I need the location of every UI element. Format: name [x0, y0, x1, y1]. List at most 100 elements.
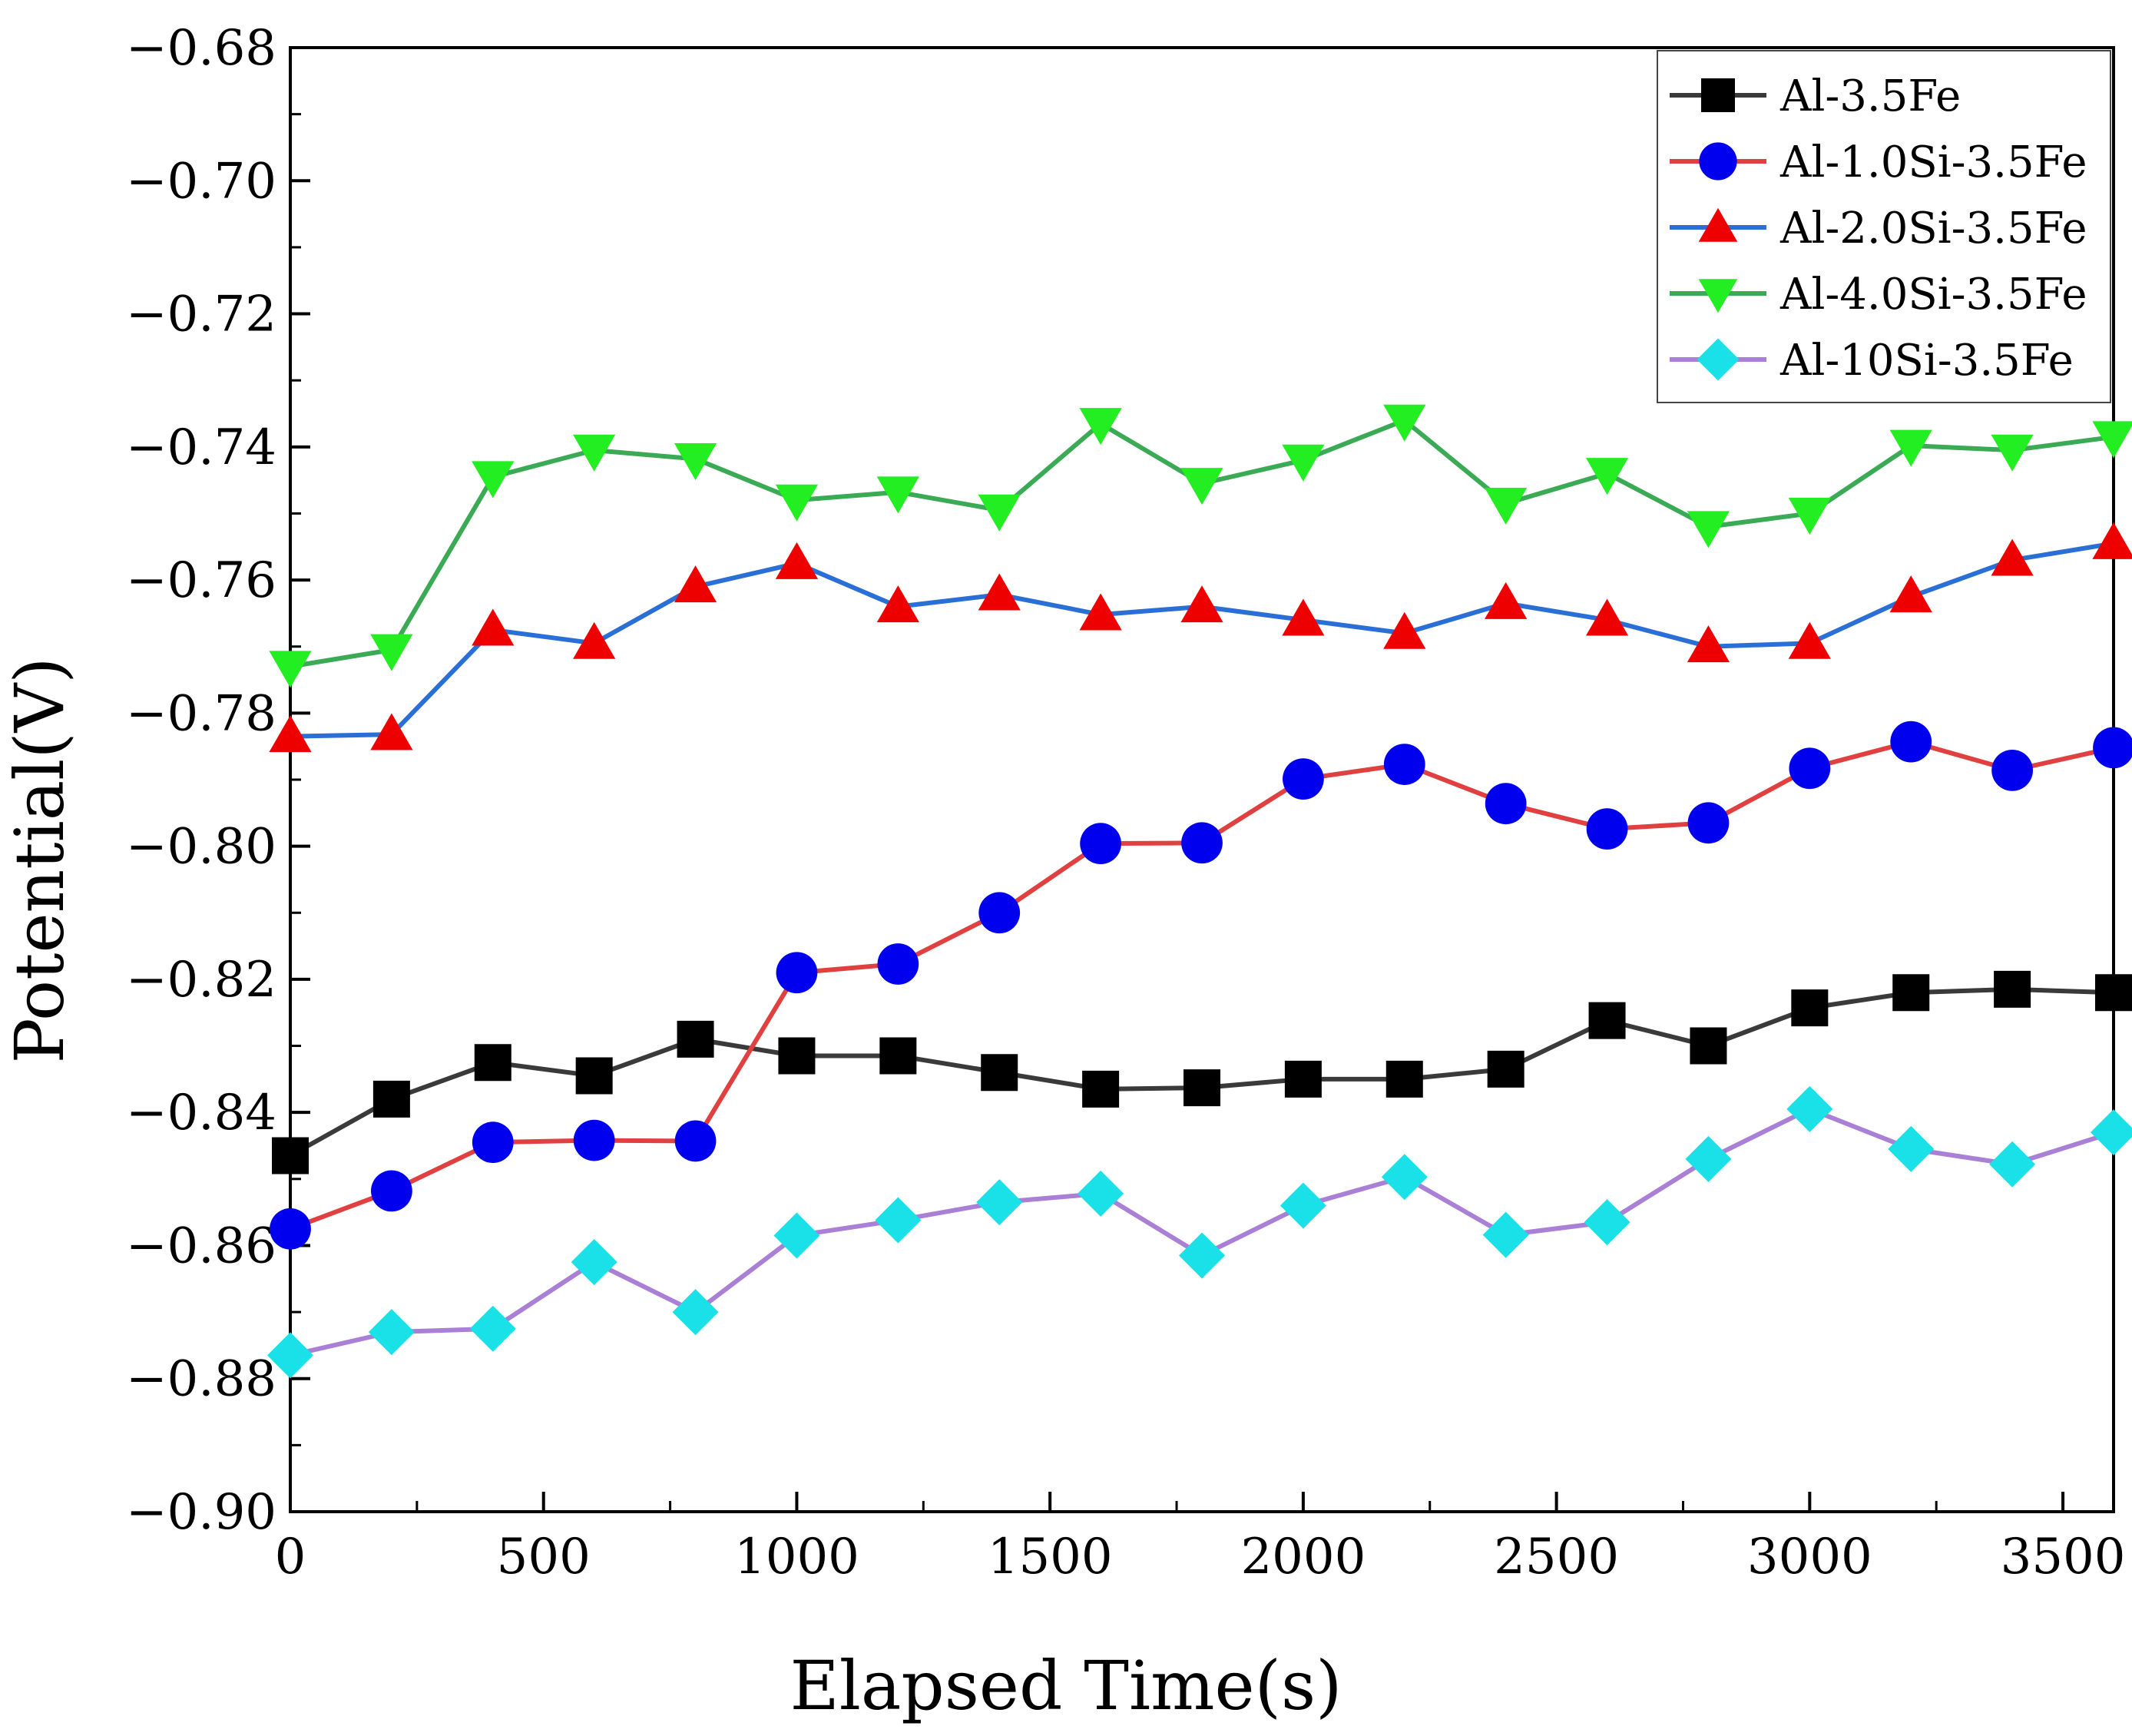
- data-point: [978, 494, 1021, 532]
- data-point: [1280, 1182, 1326, 1229]
- x-tick-label: 2000: [1240, 1529, 1366, 1585]
- series-al-1-0si-3-5fe: [270, 721, 2132, 1250]
- data-point: [876, 476, 919, 514]
- data-point: [370, 713, 413, 750]
- y-tick-label: −0.72: [126, 287, 276, 343]
- y-tick-label: −0.90: [126, 1484, 276, 1541]
- legend-marker: [1698, 207, 1738, 242]
- x-tick-label: 500: [497, 1529, 591, 1585]
- data-point: [1586, 808, 1628, 850]
- data-point: [270, 1208, 311, 1250]
- legend-marker: [1697, 338, 1740, 381]
- data-point: [472, 608, 515, 646]
- data-point: [2092, 421, 2132, 459]
- data-point: [1989, 1141, 2036, 1188]
- axis-titles: Elapsed Time(s) Potential(V): [0, 657, 1342, 1725]
- legend-item: Al-2.0Si-3.5Fe: [1670, 204, 2087, 253]
- data-point: [1588, 1002, 1626, 1039]
- data-point: [875, 1197, 922, 1244]
- x-tick-label: 1000: [734, 1529, 859, 1585]
- legend-marker: [1699, 142, 1737, 181]
- data-point: [1487, 1050, 1525, 1088]
- x-axis-title: Elapsed Time(s): [790, 1646, 1342, 1725]
- data-point: [976, 1179, 1023, 1226]
- legend-label: Al-3.5Fe: [1779, 71, 1961, 121]
- data-point: [1482, 1211, 1529, 1258]
- x-tick-label: 0: [275, 1529, 306, 1585]
- axes: 0 500 1000 1500 2000 2500 3000 3500 −0.68 −0.70 −0…: [126, 20, 2126, 1585]
- data-point: [877, 943, 919, 985]
- data-point: [1791, 989, 1829, 1027]
- data-point: [674, 443, 717, 481]
- y-tick-label: −0.80: [126, 819, 276, 876]
- data-point: [1179, 1232, 1225, 1279]
- series-al-2-0si-3-5fe: [269, 522, 2132, 753]
- data-point: [1889, 429, 1932, 467]
- data-point: [677, 1020, 714, 1058]
- y-axis-title: Potential(V): [0, 657, 79, 1063]
- data-point: [672, 1289, 719, 1336]
- y-tick-label: −0.86: [126, 1218, 276, 1274]
- data-point: [371, 1170, 412, 1212]
- data-point: [472, 1121, 514, 1164]
- x-tick-label: 1500: [988, 1529, 1113, 1585]
- data-point: [370, 634, 413, 671]
- series-al-3-5fe: [272, 970, 2132, 1174]
- data-point: [776, 952, 818, 994]
- data-point: [1889, 575, 1932, 613]
- data-point: [1991, 749, 2033, 791]
- data-point: [372, 1080, 410, 1118]
- data-point: [573, 434, 616, 472]
- legend-item: Al-1.0Si-3.5Fe: [1670, 137, 2087, 187]
- data-point: [1788, 498, 1831, 535]
- data-point: [1690, 1027, 1727, 1065]
- y-tick-label: −0.74: [126, 419, 276, 476]
- data-point: [1687, 625, 1730, 663]
- y-tick-label: −0.68: [126, 20, 276, 77]
- data-point: [1685, 1135, 1732, 1182]
- data-point: [1991, 434, 2034, 472]
- legend-marker: [1698, 279, 1738, 313]
- y-tick-label: −0.84: [126, 1085, 276, 1141]
- data-point: [1890, 721, 1932, 763]
- data-point: [474, 1044, 511, 1082]
- y-tick-label: −0.70: [126, 153, 276, 210]
- data-point: [2095, 974, 2132, 1012]
- legend: Al-3.5Fe Al-1.0Si-3.5Fe Al-2.0Si-3.5Fe Al-4…: [1657, 50, 2111, 403]
- data-point: [1181, 822, 1223, 864]
- legend-label: Al-2.0Si-3.5Fe: [1779, 204, 2087, 253]
- data-point: [1079, 593, 1122, 631]
- data-point: [1585, 458, 1629, 495]
- data-point: [1283, 758, 1324, 800]
- data-point: [269, 651, 312, 688]
- data-point: [1078, 1170, 1124, 1217]
- data-point: [1184, 1069, 1220, 1107]
- data-point: [778, 1037, 816, 1075]
- data-point: [2091, 1109, 2132, 1156]
- data-point: [472, 461, 515, 499]
- y-tick-label: −0.82: [126, 952, 276, 1009]
- legend-item: Al-4.0Si-3.5Fe: [1670, 270, 2087, 320]
- series-layer: [267, 404, 2132, 1379]
- data-point: [1585, 598, 1629, 636]
- data-point: [1687, 802, 1730, 844]
- data-point: [2093, 727, 2132, 769]
- x-tick-label: 3500: [2001, 1529, 2126, 1585]
- data-point: [573, 621, 616, 659]
- legend-marker: [1701, 78, 1735, 112]
- data-point: [1687, 511, 1730, 548]
- y-tick-label: −0.78: [126, 685, 276, 742]
- data-point: [1994, 970, 2031, 1008]
- legend-label: Al-1.0Si-3.5Fe: [1779, 137, 2087, 187]
- data-point: [267, 1332, 313, 1379]
- data-point: [978, 892, 1021, 934]
- data-point: [1282, 444, 1325, 482]
- data-point: [1079, 408, 1122, 446]
- data-point: [1180, 585, 1223, 623]
- data-point: [978, 573, 1021, 611]
- data-point: [571, 1239, 617, 1286]
- data-point: [1282, 598, 1325, 636]
- x-tick-label: 3000: [1747, 1529, 1872, 1585]
